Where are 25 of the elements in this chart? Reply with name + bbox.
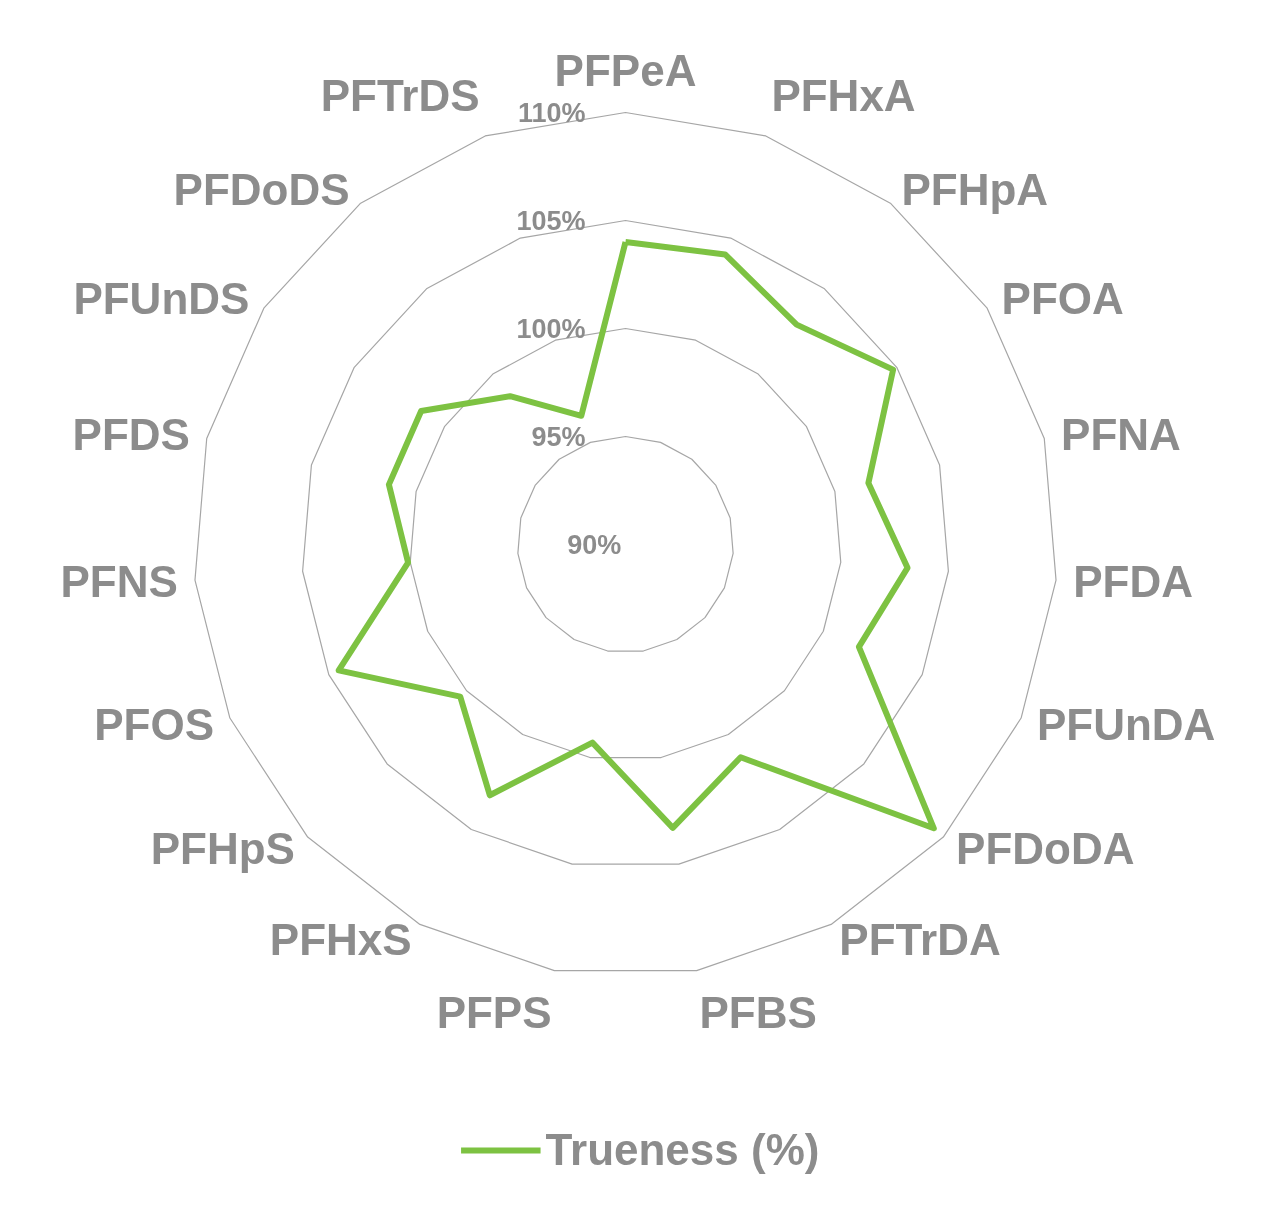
spoke-label: PFNA xyxy=(1061,409,1181,459)
y-tick-label: 100% xyxy=(516,313,586,344)
legend-label: Trueness (%) xyxy=(545,1125,820,1175)
spoke-label: PFUnDS xyxy=(73,274,250,324)
spoke-label: PFHpS xyxy=(150,824,295,874)
spoke-label: PFHxS xyxy=(269,915,412,965)
spoke-label: PFHxA xyxy=(771,70,916,120)
spoke-label: PFPeA xyxy=(554,46,697,96)
spoke-label: PFDS xyxy=(72,409,190,459)
spoke-label: PFTrDA xyxy=(839,915,1001,965)
spoke-label: PFNS xyxy=(60,557,178,607)
spoke-label: PFOS xyxy=(94,700,215,750)
spoke-label: PFOA xyxy=(1001,274,1124,324)
spoke-label: PFPS xyxy=(436,987,552,1037)
y-tick-label: 110% xyxy=(517,97,586,128)
spoke-label: PFBS xyxy=(699,987,817,1037)
y-tick-label: 90% xyxy=(567,529,622,560)
y-tick-label: 95% xyxy=(531,421,586,452)
y-tick-label: 105% xyxy=(516,205,586,236)
spoke-label: PFDoDS xyxy=(173,165,350,215)
spoke-label: PFHpA xyxy=(901,165,1049,215)
spoke-label: PFTrDS xyxy=(320,70,480,120)
spoke-label: PFDoDA xyxy=(956,824,1135,874)
spoke-label: PFUnDA xyxy=(1036,700,1216,750)
spoke-label: PFDA xyxy=(1073,557,1194,607)
